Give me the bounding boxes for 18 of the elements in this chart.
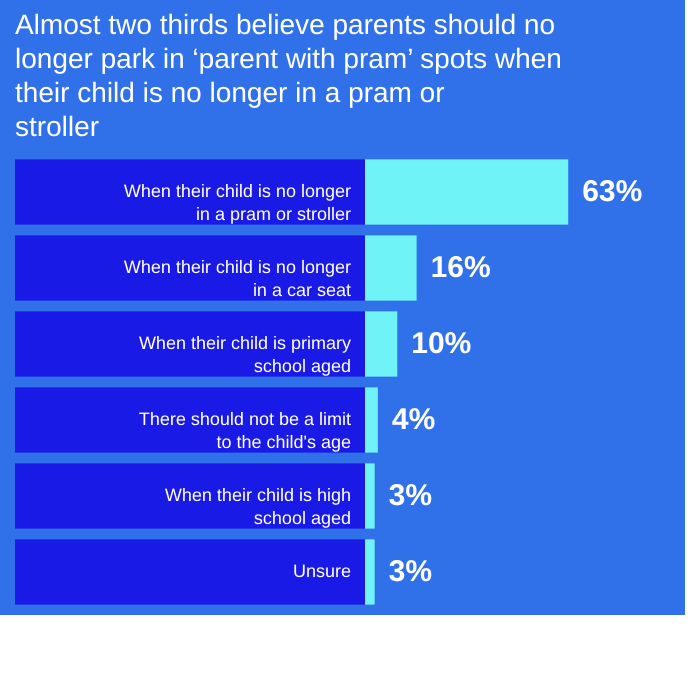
bar bbox=[365, 539, 375, 605]
bar bbox=[365, 387, 378, 453]
bar bbox=[365, 463, 375, 529]
y-tick-label: There should not be a limit to the child's age bbox=[138, 409, 351, 452]
bar bbox=[365, 235, 417, 301]
data-label: 3% bbox=[388, 479, 432, 512]
y-tick-label: When their child is primary school aged bbox=[138, 333, 351, 376]
chart-title: Almost two thirds believe parents should no longer park in ‘parent with pram’ spots when their child is no longer in a pram or stroller bbox=[15, 9, 562, 142]
y-tick-label: When their child is high school aged bbox=[164, 485, 351, 528]
y-tick-label: Unsure bbox=[292, 561, 351, 581]
y-tick-label: When their child is no longer in a car seat bbox=[124, 257, 351, 300]
data-label: 10% bbox=[411, 327, 472, 360]
data-label: 63% bbox=[582, 175, 642, 208]
data-label: 3% bbox=[388, 555, 432, 588]
data-label: 4% bbox=[392, 403, 436, 436]
data-label: 16% bbox=[430, 251, 491, 284]
bar bbox=[365, 311, 398, 377]
y-tick-label: When their child is no longer in a pram or stroller bbox=[124, 181, 351, 224]
